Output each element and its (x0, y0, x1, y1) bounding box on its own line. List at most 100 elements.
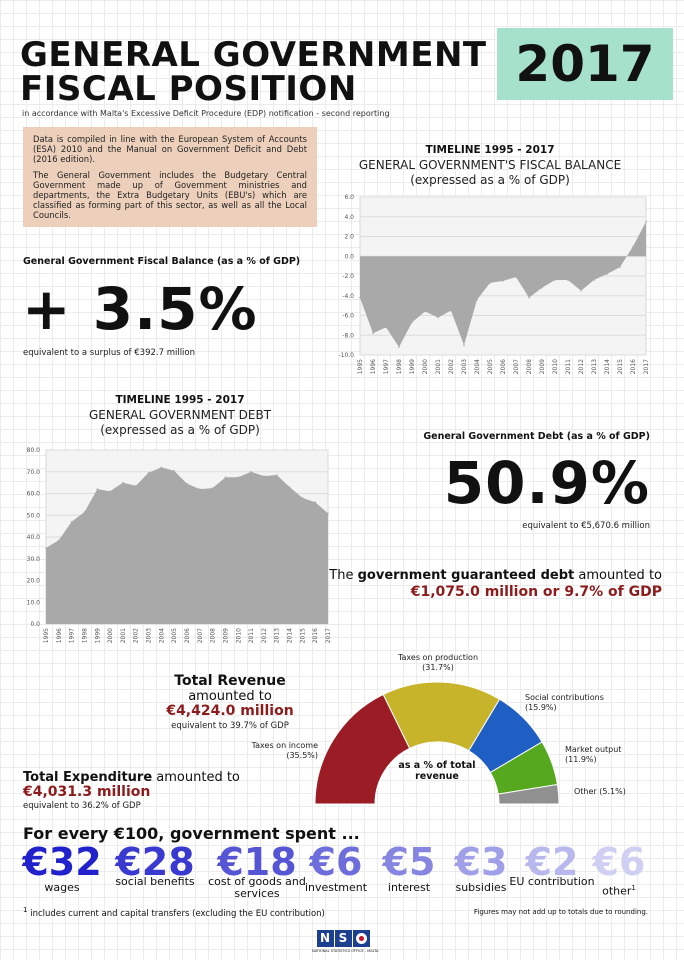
x-tick-label: 2001 (120, 628, 127, 643)
spending-value: €32 (22, 840, 102, 884)
revenue-slice (497, 783, 560, 805)
y-tick-label: -4.0 (342, 293, 354, 300)
balance-note: equivalent to a surplus of €392.7 millio… (23, 348, 196, 358)
revenue-amount: €4,424.0 million (166, 703, 294, 719)
expenditure-title: Total Expenditure (23, 770, 153, 785)
y-tick-label: 0.0 (344, 253, 354, 260)
donut-center-label: as a % of total (398, 760, 475, 771)
x-tick-label: 1998 (396, 359, 403, 374)
data-point (83, 511, 86, 513)
x-tick-label: 1995 (357, 359, 364, 374)
data-point (173, 469, 175, 472)
x-tick-label: 1997 (383, 359, 390, 374)
data-point (275, 474, 278, 476)
data-point (263, 475, 265, 477)
data-point (411, 321, 413, 324)
spending-value: €6 (309, 840, 363, 884)
spending-label: interest (387, 881, 431, 894)
guaranteed-debt-line: The government guaranteed debt amounted … (300, 568, 662, 583)
balance-chart-heading: TIMELINE 1995 - 2017 GENERAL GOVERNMENT'… (320, 143, 660, 188)
spending-row: €32 wages €28 social benefits €18 cost of goo… (0, 840, 684, 904)
footnote-text: includes current and capital transfers (… (30, 908, 325, 919)
x-tick-label: 2000 (107, 628, 114, 643)
data-point (160, 466, 163, 469)
slice-value-label: (15.9%) (525, 703, 557, 712)
x-tick-label: 1997 (69, 628, 76, 643)
expenditure-heading: Total Expenditure amounted to (23, 771, 240, 785)
y-tick-label: 60.0 (27, 491, 41, 498)
data-point (437, 316, 439, 319)
y-tick-label: -10.0 (338, 352, 354, 359)
debt-chart-unit: (expressed as a % of GDP) (100, 423, 260, 437)
x-tick-label: 2014 (604, 359, 611, 374)
data-point (224, 476, 227, 478)
x-tick-label: 2012 (578, 359, 585, 374)
logo-letter-s: S (334, 930, 352, 947)
data-point (109, 490, 111, 493)
y-tick-label: 4.0 (344, 214, 354, 221)
x-tick-label: 2006 (500, 359, 507, 374)
debt-label: General Government Debt (as a % of GDP) (423, 431, 650, 442)
revenue-note: equivalent to 39.7% of GDP (171, 721, 289, 731)
x-tick-label: 1999 (94, 628, 101, 643)
y-tick-label: 6.0 (344, 194, 354, 201)
data-point (147, 472, 150, 474)
x-tick-label: 2007 (513, 359, 520, 374)
debt-chart-subtitle: GENERAL GOVERNMENT DEBT (88, 408, 272, 422)
x-tick-label: 2015 (299, 628, 306, 643)
debt-chart-title: TIMELINE 1995 - 2017 (115, 394, 245, 406)
spending-title: For every €100, government spent ... (23, 824, 360, 843)
data-point (96, 488, 99, 490)
y-tick-label: -6.0 (342, 313, 354, 320)
data-point (554, 279, 556, 281)
spending-value: €2 (525, 840, 579, 884)
spending-label: social benefits (115, 875, 195, 888)
x-tick-label: 2002 (133, 628, 140, 643)
data-point (593, 279, 595, 281)
x-tick-label: 2015 (617, 359, 624, 374)
area-series (46, 467, 328, 624)
data-point (489, 282, 491, 284)
x-tick-label: 2007 (197, 628, 204, 643)
spending-label: wages (44, 881, 80, 894)
spending-value: €3 (454, 840, 508, 884)
info-paragraph-1: Data is compiled in line with the Europe… (33, 134, 307, 164)
x-tick-label: 2008 (526, 359, 533, 374)
y-tick-label: 80.0 (27, 447, 41, 454)
spending-label: cost of goods and services (208, 875, 306, 900)
x-tick-label: 2000 (422, 359, 429, 374)
title-line-1: GENERAL GOVERNMENT (20, 35, 487, 75)
y-tick-label: 70.0 (27, 469, 41, 476)
y-tick-label: 20.0 (27, 578, 41, 585)
rounding-note: Figures may not add up to totals due to … (473, 908, 648, 916)
data-point (515, 276, 517, 278)
data-point (237, 476, 240, 478)
debt-note: equivalent to €5,670.6 million (522, 521, 650, 531)
expenditure-amount: €4,031.3 million (23, 784, 151, 800)
x-tick-label: 1996 (56, 628, 63, 643)
data-point (619, 266, 621, 268)
slice-value-label: (31.7%) (422, 663, 454, 672)
debt-value: 50.9% (443, 449, 650, 517)
x-tick-label: 2009 (539, 359, 546, 374)
data-point (359, 296, 361, 299)
x-tick-label: 2008 (210, 628, 217, 643)
balance-value: + 3.5% (22, 275, 258, 343)
revenue-amounted: amounted to (188, 689, 272, 704)
data-point (327, 512, 329, 515)
data-point (250, 471, 252, 473)
debt-chart-heading: TIMELINE 1995 - 2017 GENERAL GOVERNMENT … (30, 393, 330, 438)
x-tick-label: 2006 (184, 628, 191, 643)
data-point (186, 482, 188, 485)
data-point (567, 279, 569, 281)
x-tick-label: 1999 (409, 359, 416, 374)
data-point (122, 481, 124, 484)
x-tick-label: 2003 (461, 359, 468, 374)
balance-chart-subtitle: GENERAL GOVERNMENT'S FISCAL BALANCE (358, 158, 622, 172)
data-point (70, 521, 73, 523)
x-tick-label: 2002 (448, 359, 455, 374)
y-tick-label: -8.0 (342, 332, 354, 339)
data-point (645, 220, 647, 223)
